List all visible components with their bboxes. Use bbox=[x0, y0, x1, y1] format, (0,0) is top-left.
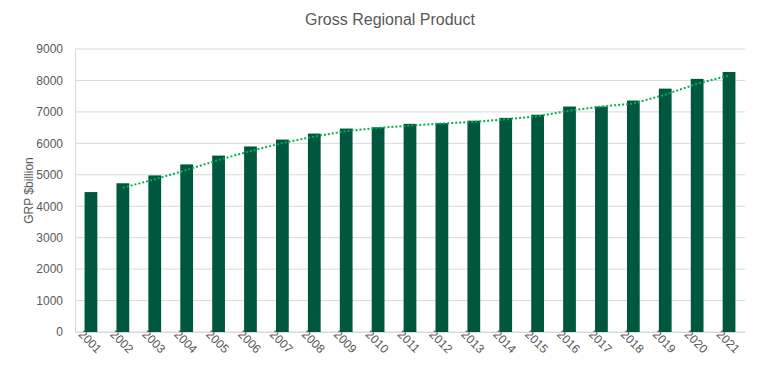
bar bbox=[148, 175, 161, 332]
bar bbox=[436, 123, 449, 332]
bar bbox=[531, 115, 544, 332]
bar bbox=[404, 124, 417, 332]
y-tick: 1000 bbox=[36, 294, 75, 308]
grid-line bbox=[75, 111, 745, 112]
y-tick: 4000 bbox=[36, 200, 75, 214]
bar bbox=[595, 107, 608, 332]
y-tick-label: 3000 bbox=[36, 231, 63, 245]
bar bbox=[180, 164, 193, 332]
trend-line bbox=[123, 75, 729, 187]
bar bbox=[276, 140, 289, 332]
y-tick-label: 6000 bbox=[36, 137, 63, 151]
grid bbox=[75, 49, 745, 332]
bar bbox=[691, 79, 704, 332]
bar bbox=[499, 118, 512, 332]
grid-line bbox=[75, 49, 745, 50]
title: Gross Regional Product bbox=[305, 11, 475, 28]
bar bbox=[372, 127, 385, 332]
bar bbox=[659, 89, 672, 332]
y-axis-line bbox=[75, 50, 76, 333]
y-tick-label: 7000 bbox=[36, 105, 63, 119]
bar bbox=[308, 134, 321, 332]
bar bbox=[85, 192, 98, 332]
y-axis: 0 1000 2000 3000 4000 5000 6000 7000 8000 9000 bbox=[36, 42, 75, 339]
grid-line bbox=[75, 80, 745, 81]
bar bbox=[723, 72, 736, 332]
y-tick-label: 2000 bbox=[36, 262, 63, 276]
y-tick: 3000 bbox=[36, 231, 75, 245]
y-axis-title: GRP $billion bbox=[22, 157, 36, 223]
y-tick: 2000 bbox=[36, 262, 75, 276]
plot-area: 0 1000 2000 3000 4000 5000 6000 7000 8000 9000200… bbox=[36, 42, 745, 356]
y-tick: 9000 bbox=[36, 42, 75, 56]
bar bbox=[467, 121, 480, 332]
bar bbox=[340, 129, 353, 332]
y-tick-label: 9000 bbox=[36, 42, 63, 56]
y-tick-label: 0 bbox=[56, 325, 63, 339]
y-tick-label: 8000 bbox=[36, 74, 63, 88]
y-tick-label: 5000 bbox=[36, 168, 63, 182]
y-tick: 5000 bbox=[36, 168, 75, 182]
y-tick: 8000 bbox=[36, 74, 75, 88]
y-tick: 7000 bbox=[36, 105, 75, 119]
chart: 0 1000 2000 3000 4000 5000 6000 7000 8000 9000200… bbox=[0, 0, 757, 379]
y-tick: 6000 bbox=[36, 137, 75, 151]
y-tick: 0 bbox=[56, 325, 75, 339]
bar bbox=[563, 107, 576, 332]
y-tick-label: 4000 bbox=[36, 200, 63, 214]
bar bbox=[244, 146, 257, 332]
bar bbox=[212, 156, 225, 332]
y-tick-label: 1000 bbox=[36, 294, 63, 308]
bar bbox=[627, 101, 640, 332]
bar bbox=[116, 183, 129, 332]
marks bbox=[85, 72, 736, 332]
